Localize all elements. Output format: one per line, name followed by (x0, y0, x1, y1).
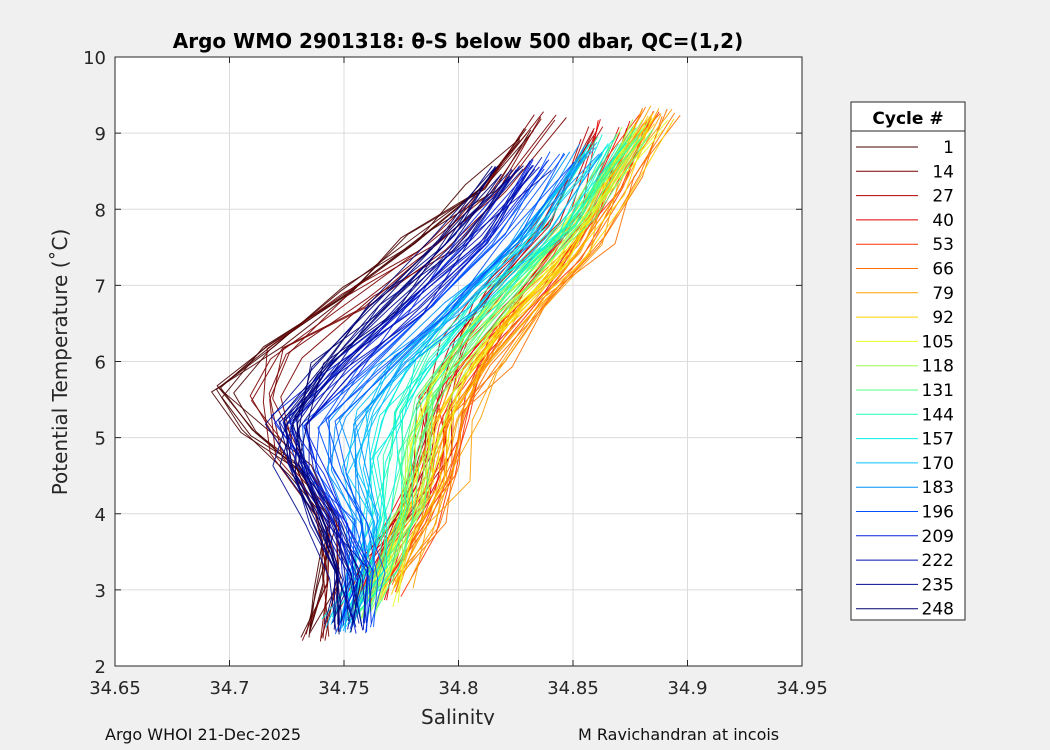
profile-line (412, 108, 660, 589)
profile-line (249, 118, 542, 639)
theta-s-chart: Argo WMO 2901318: θ-S below 500 dbar, QC… (48, 29, 966, 725)
legend-label: 105 (922, 332, 954, 352)
profile-line (290, 160, 531, 624)
profile-line (297, 165, 524, 633)
legend-label: 27 (932, 187, 954, 207)
series-lines (210, 105, 681, 642)
y-tick-label: 2 (95, 657, 106, 678)
legend-label: 183 (922, 478, 954, 498)
y-tick-label: 7 (95, 276, 106, 297)
legend-label: 118 (922, 357, 954, 377)
x-tick-label: 34.8 (438, 678, 478, 699)
legend-label: 1 (943, 138, 954, 158)
y-tick-label: 6 (95, 353, 106, 374)
footer-source: Argo WHOI 21-Dec-2025 (105, 725, 302, 744)
legend-label: 66 (932, 260, 954, 280)
profile-line (317, 161, 575, 628)
footer-author: M Ravichandran at incois (578, 725, 780, 744)
y-tick-label: 3 (95, 581, 106, 602)
profile-line (392, 119, 669, 608)
profile-line (370, 130, 653, 613)
chart-title: Argo WMO 2901318: θ-S below 500 dbar, QC… (173, 29, 743, 53)
legend-label: 92 (932, 308, 954, 328)
profile-line (359, 121, 649, 612)
x-tick-label: 34.7 (209, 678, 249, 699)
profile-line (325, 161, 575, 627)
y-axis-label: Potential Temperature (˚C) (48, 229, 72, 496)
series-248 (278, 165, 524, 635)
legend-label: 131 (922, 381, 954, 401)
profile-line (348, 153, 586, 625)
legend-label: 222 (922, 551, 954, 571)
profile-line (264, 168, 512, 624)
profile-line (279, 165, 499, 625)
legend-label: 53 (932, 235, 954, 255)
legend-label: 14 (932, 162, 954, 182)
legend-entries: 1 14 27 40 53 66 79 92 105 118 131 144 157 170 183 196 2… (856, 138, 954, 620)
x-tick-label: 34.95 (776, 678, 828, 699)
legend-label: 248 (922, 600, 954, 620)
profile-line (381, 123, 647, 600)
profile-line (219, 138, 521, 638)
x-axis-label: Salinity (421, 705, 495, 725)
legend-label: 40 (932, 211, 954, 231)
profile-line (349, 151, 603, 634)
profile-line (356, 133, 617, 616)
x-tick-label: 34.9 (667, 678, 707, 699)
legend-label: 209 (922, 527, 954, 547)
profile-line (279, 166, 540, 624)
legend-label: 144 (922, 405, 954, 425)
legend-label: 196 (922, 503, 954, 523)
profile-line (348, 143, 609, 619)
legend-title: Cycle # (872, 109, 943, 129)
y-tick-label: 4 (95, 505, 106, 526)
legend-label: 157 (922, 430, 954, 450)
profile-line (345, 146, 610, 627)
profile-line (370, 138, 641, 610)
legend: Cycle # 1 14 27 40 53 66 79 92 105 118 131 144 157 17… (850, 101, 966, 621)
axis-ticks: 34.65 34.7 34.75 34.8 34.85 34.9 34.95 2 3 4 5 6 7 8 9… (83, 48, 828, 699)
profile-line (367, 131, 634, 616)
legend-box (850, 101, 966, 621)
profile-line (292, 173, 502, 630)
profile-line (308, 168, 536, 624)
profile-line (393, 114, 657, 587)
profile-line (348, 127, 637, 617)
legend-label: 235 (922, 575, 954, 595)
profile-line (339, 130, 598, 610)
profile-line (375, 131, 634, 609)
profile-line (294, 165, 493, 622)
profile-line (334, 152, 565, 624)
x-tick-label: 34.75 (318, 678, 370, 699)
profile-line (293, 168, 524, 627)
y-tick-label: 8 (95, 200, 106, 221)
legend-label: 79 (932, 284, 954, 304)
profile-line (250, 111, 544, 639)
profile-line (341, 150, 589, 628)
y-tick-label: 9 (95, 124, 106, 145)
x-tick-label: 34.85 (547, 678, 599, 699)
y-tick-label: 5 (95, 429, 106, 450)
y-tick-label: 10 (83, 48, 106, 69)
x-tick-label: 34.65 (89, 678, 141, 699)
profile-line (288, 169, 552, 630)
profile-line (283, 166, 497, 635)
profile-line (393, 114, 662, 588)
legend-label: 170 (922, 454, 954, 474)
